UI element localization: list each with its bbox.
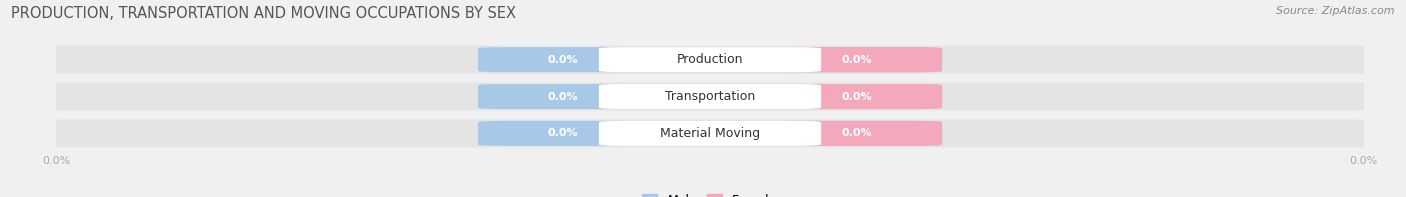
FancyBboxPatch shape: [44, 46, 1376, 74]
Text: 0.0%: 0.0%: [842, 128, 873, 138]
Legend: Male, Female: Male, Female: [643, 194, 778, 197]
FancyBboxPatch shape: [772, 84, 942, 109]
FancyBboxPatch shape: [599, 121, 821, 146]
FancyBboxPatch shape: [478, 121, 942, 146]
Text: 0.0%: 0.0%: [547, 128, 578, 138]
Text: Source: ZipAtlas.com: Source: ZipAtlas.com: [1277, 6, 1395, 16]
FancyBboxPatch shape: [599, 84, 821, 109]
Text: PRODUCTION, TRANSPORTATION AND MOVING OCCUPATIONS BY SEX: PRODUCTION, TRANSPORTATION AND MOVING OC…: [11, 6, 516, 21]
FancyBboxPatch shape: [44, 83, 1376, 111]
FancyBboxPatch shape: [599, 47, 821, 72]
Text: Production: Production: [676, 53, 744, 66]
FancyBboxPatch shape: [478, 84, 942, 109]
Text: Material Moving: Material Moving: [659, 127, 761, 140]
FancyBboxPatch shape: [478, 47, 942, 72]
FancyBboxPatch shape: [772, 47, 942, 72]
Text: 0.0%: 0.0%: [547, 55, 578, 65]
FancyBboxPatch shape: [44, 119, 1376, 147]
Text: 0.0%: 0.0%: [547, 92, 578, 101]
Text: Transportation: Transportation: [665, 90, 755, 103]
FancyBboxPatch shape: [772, 121, 942, 146]
Text: 0.0%: 0.0%: [842, 92, 873, 101]
Text: 0.0%: 0.0%: [842, 55, 873, 65]
